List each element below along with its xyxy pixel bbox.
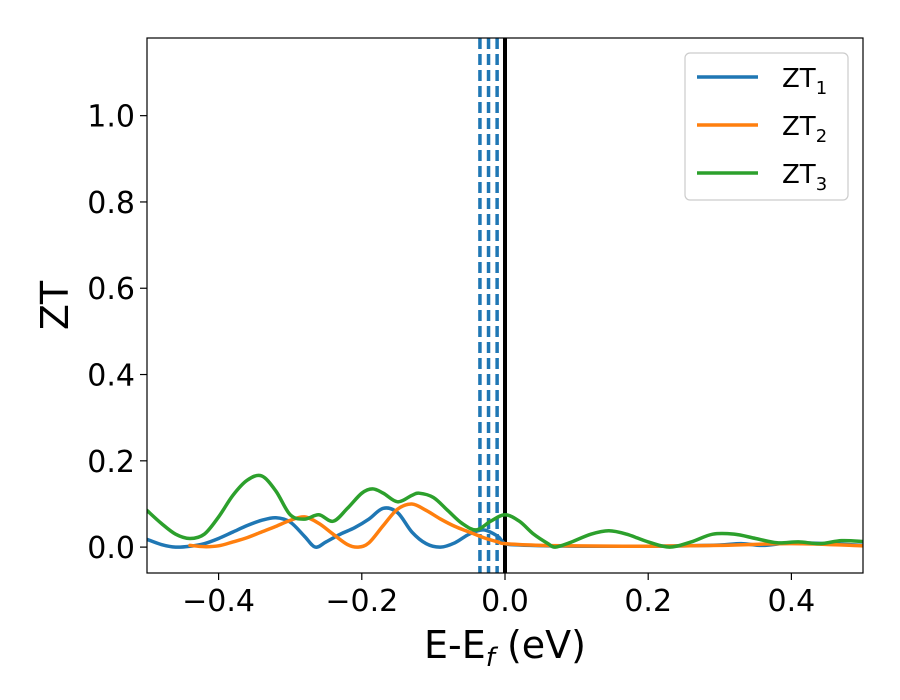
- y-tick-label: 0.2: [87, 445, 135, 480]
- legend-label-zt2: ZT2: [782, 112, 827, 147]
- x-tick-label: 0.2: [624, 584, 672, 619]
- legend: ZT1 ZT2 ZT3: [684, 52, 849, 201]
- legend-label-zt1: ZT1: [782, 64, 827, 99]
- x-tick-label: −0.4: [182, 584, 255, 619]
- plot-area: [147, 38, 863, 573]
- y-tick-label: 0.4: [87, 359, 135, 394]
- legend-box: [684, 52, 849, 201]
- series-line-zt3: [147, 473, 863, 549]
- y-axis-title: ZT: [33, 280, 77, 330]
- x-tick-label: 0.0: [481, 584, 529, 619]
- y-tick-label: 1.0: [87, 100, 135, 135]
- y-tick-label: 0.8: [87, 186, 135, 221]
- y-tick-label: 0.0: [87, 531, 135, 566]
- x-axis: −0.4 −0.2 0.0 0.2 0.4: [182, 573, 815, 619]
- y-axis: 0.0 0.2 0.4 0.6 0.8 1.0: [87, 100, 147, 566]
- x-axis-title: E-Ef (eV): [424, 623, 586, 673]
- y-tick-label: 0.6: [87, 272, 135, 307]
- legend-label-zt3: ZT3: [782, 160, 827, 195]
- x-tick-label: −0.2: [325, 584, 398, 619]
- x-tick-label: 0.4: [768, 584, 816, 619]
